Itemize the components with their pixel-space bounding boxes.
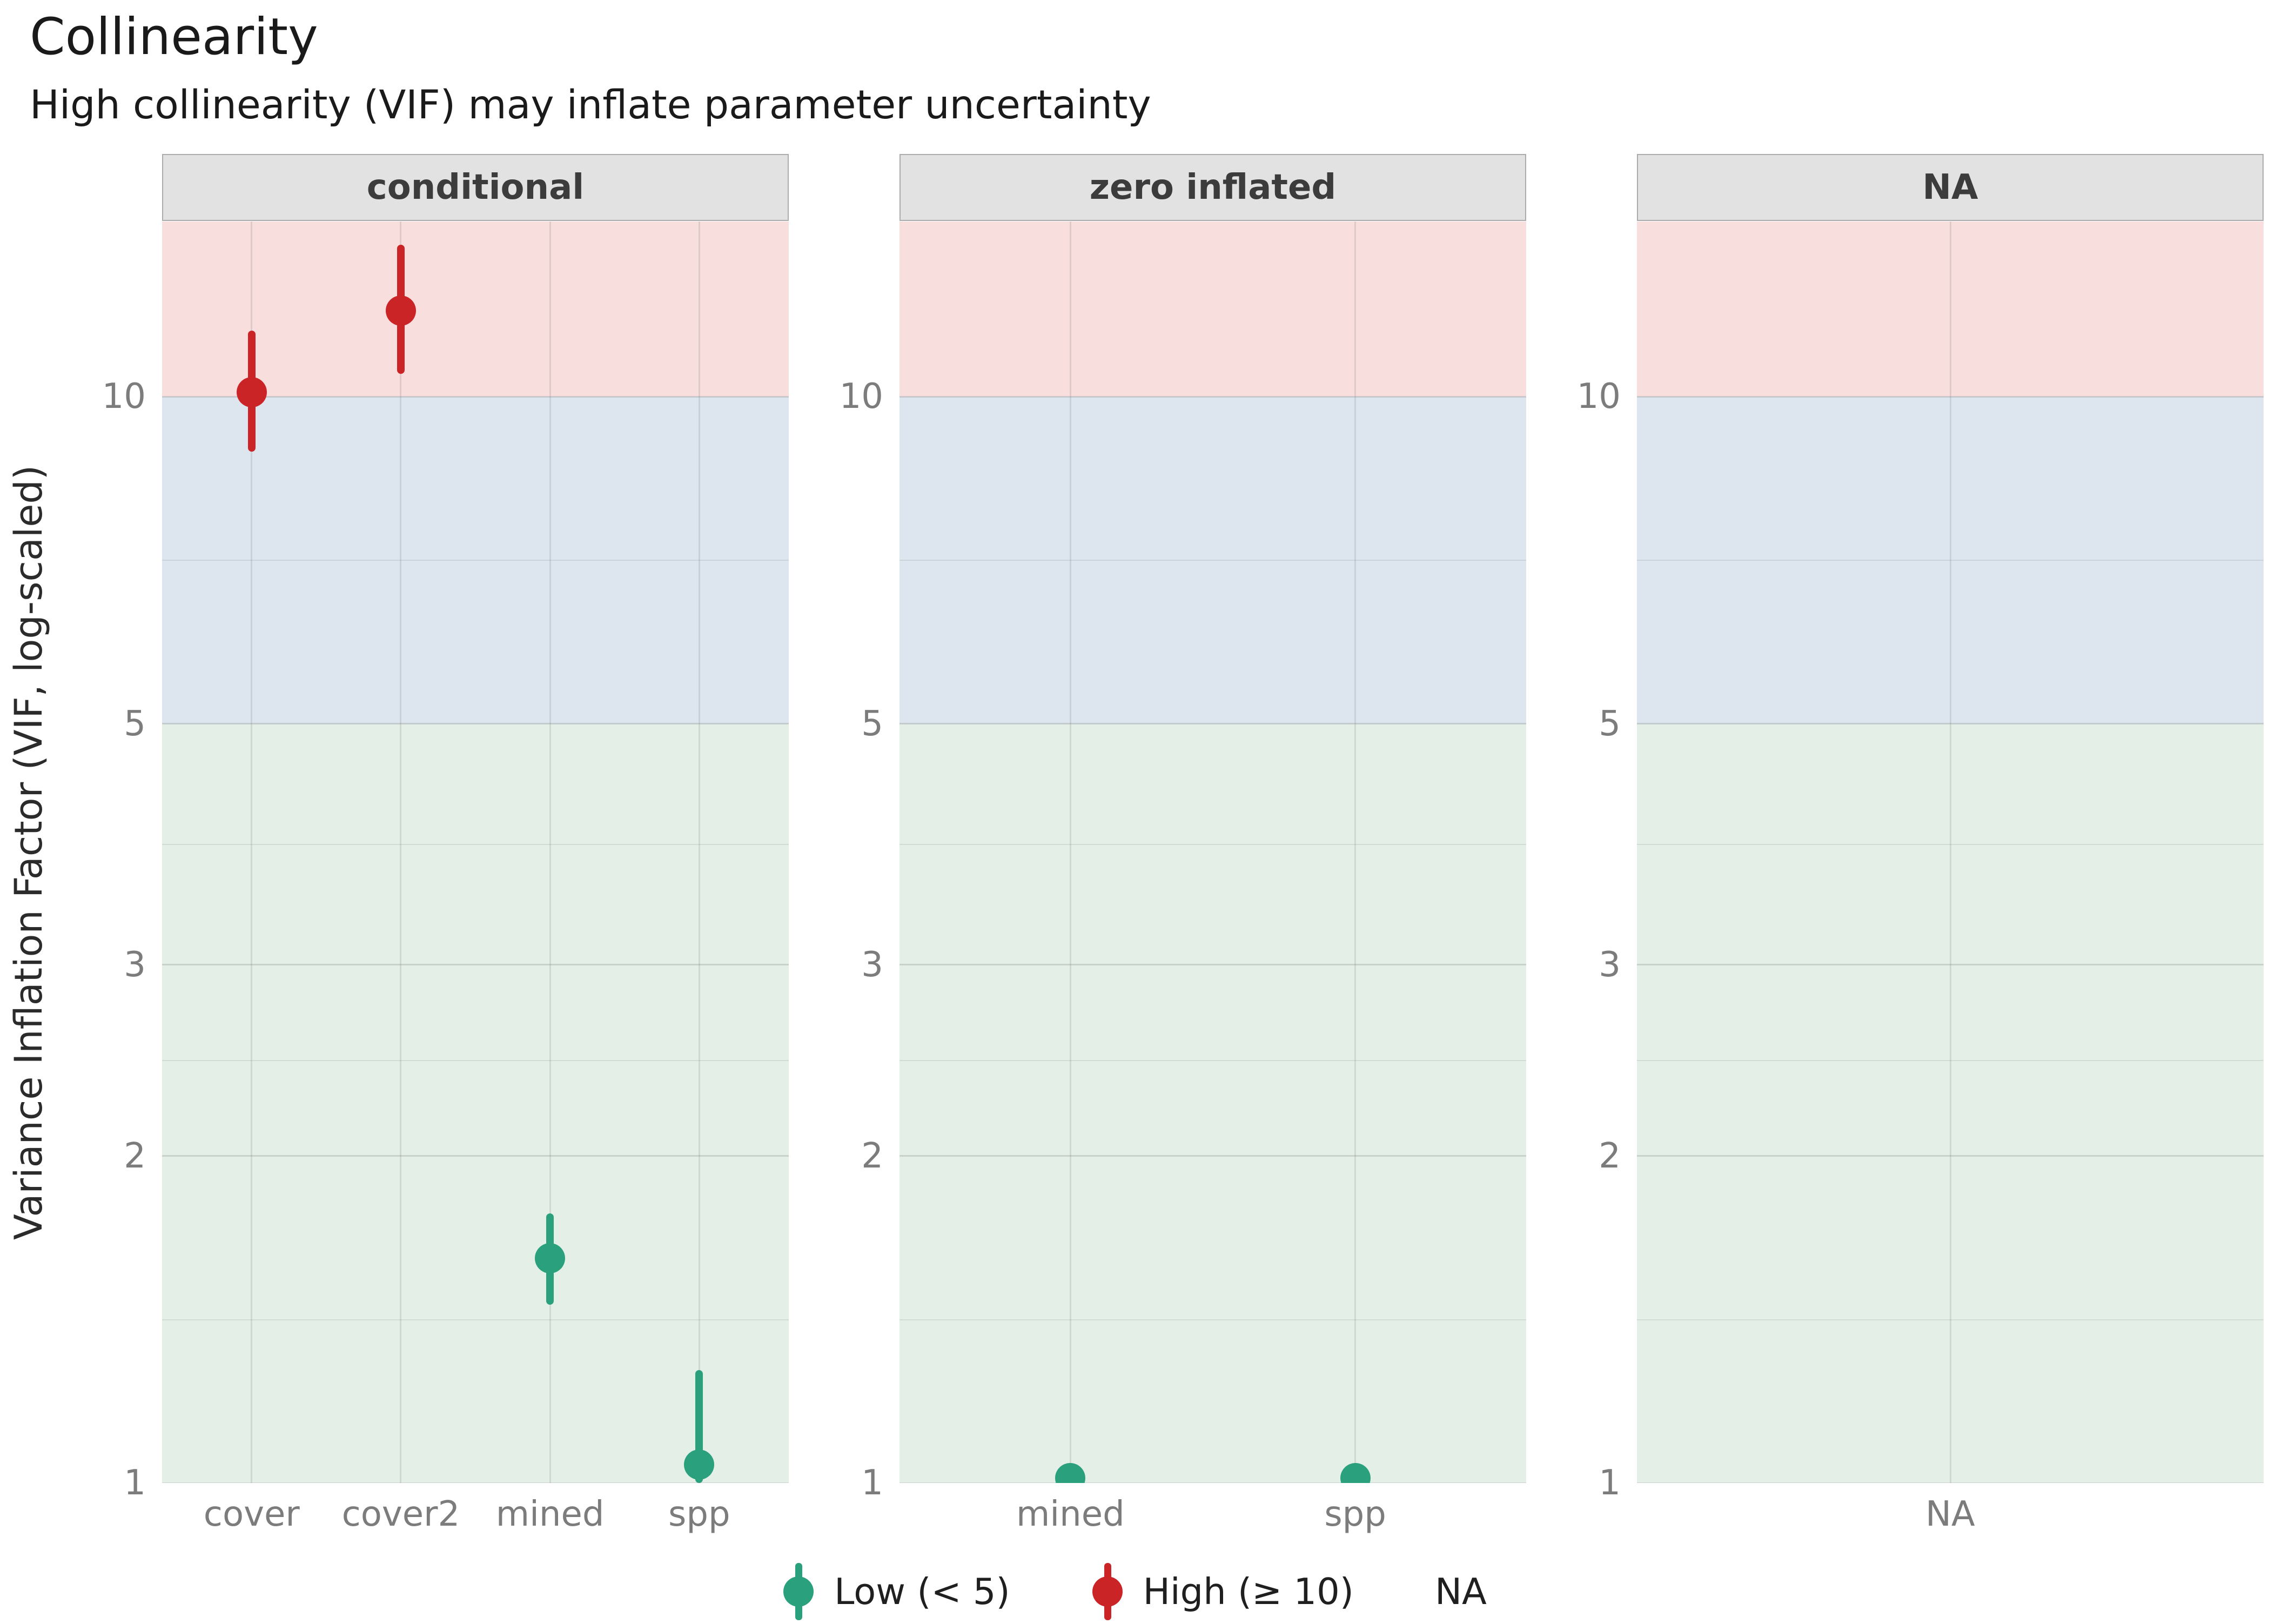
- vif-point-spp: [1340, 1463, 1371, 1483]
- chart-subtitle: High collinearity (VIF) may inflate para…: [30, 82, 1151, 128]
- major-gridline: [899, 964, 1526, 966]
- y-tick-label: 5: [1599, 703, 1621, 744]
- vertical-gridline: [549, 222, 551, 1483]
- band-moderate: [162, 397, 789, 724]
- y-tick-label: 1: [861, 1463, 883, 1503]
- minor-gridline: [162, 560, 789, 561]
- minor-gridline: [162, 1319, 789, 1320]
- vif-point-cover: [236, 377, 267, 407]
- major-gridline: [162, 395, 789, 398]
- y-tick-label: 3: [861, 944, 883, 985]
- legend-item: NA: [1435, 1571, 1487, 1613]
- major-gridline: [1637, 964, 2264, 966]
- y-tick-label: 5: [124, 703, 146, 744]
- vertical-gridline: [400, 222, 402, 1483]
- legend-key-dot: [783, 1576, 814, 1607]
- vertical-gridline: [698, 222, 700, 1483]
- legend-label: NA: [1434, 1571, 1487, 1613]
- chart-title: Collinearity: [30, 8, 318, 66]
- vertical-gridline: [1354, 222, 1357, 1483]
- vertical-gridline: [251, 222, 253, 1483]
- major-gridline: [899, 1155, 1526, 1157]
- minor-gridline: [162, 843, 789, 845]
- y-tick-label: 10: [839, 377, 883, 417]
- facet-strip-2: NA: [1637, 154, 2264, 221]
- band-high: [1637, 222, 2264, 397]
- facet-panel-0: [162, 222, 789, 1483]
- legend-label: Low (< 5): [834, 1571, 1010, 1613]
- y-tick-label: 2: [124, 1136, 146, 1176]
- y-tick-label: 1: [124, 1463, 146, 1503]
- facet-panel-1: [899, 222, 1526, 1483]
- facet-strip-1: zero inflated: [899, 154, 1526, 221]
- band-low: [899, 723, 1526, 1483]
- vif-point-spp: [684, 1449, 715, 1480]
- y-tick-label: 2: [861, 1136, 883, 1176]
- x-tick-label: spp: [668, 1494, 730, 1534]
- band-high: [899, 222, 1526, 397]
- major-gridline: [1637, 1155, 2264, 1157]
- vif-point-mined: [535, 1243, 566, 1274]
- legend-key-dot: [1092, 1576, 1123, 1607]
- major-gridline: [162, 964, 789, 966]
- vif-point-cover2: [385, 296, 416, 326]
- minor-gridline: [1637, 1319, 2264, 1320]
- legend: Low (< 5) High (≥ 10) NA: [0, 1559, 2269, 1624]
- major-gridline: [1637, 1482, 2264, 1483]
- major-gridline: [162, 1482, 789, 1483]
- major-gridline: [899, 395, 1526, 398]
- legend-point-icon: [782, 1560, 815, 1623]
- legend-label: High (≥ 10): [1143, 1571, 1354, 1613]
- y-tick-label: 10: [102, 377, 146, 417]
- y-tick-label: 2: [1599, 1136, 1621, 1176]
- vertical-gridline: [1069, 222, 1071, 1483]
- x-tick-label: mined: [495, 1494, 605, 1534]
- legend-point-icon: [1091, 1560, 1124, 1623]
- facet-strip-0: conditional: [162, 154, 789, 221]
- minor-gridline: [1637, 560, 2264, 561]
- y-tick-label: 3: [124, 944, 146, 985]
- major-gridline: [899, 1482, 1526, 1483]
- minor-gridline: [899, 560, 1526, 561]
- y-tick-label: 1: [1599, 1463, 1621, 1503]
- y-axis-title: Variance Inflation Factor (VIF, log-scal…: [6, 465, 51, 1240]
- band-low: [162, 723, 789, 1483]
- x-tick-label: cover2: [341, 1494, 460, 1534]
- minor-gridline: [162, 1059, 789, 1061]
- x-tick-label: spp: [1324, 1494, 1386, 1534]
- legend-item: High (≥ 10): [1091, 1560, 1354, 1623]
- minor-gridline: [899, 1059, 1526, 1061]
- band-high: [162, 222, 789, 397]
- x-tick-label: mined: [1016, 1494, 1125, 1534]
- x-tick-label: cover: [203, 1494, 300, 1534]
- minor-gridline: [899, 1319, 1526, 1320]
- legend-item: Low (< 5): [782, 1560, 1010, 1623]
- major-gridline: [899, 723, 1526, 725]
- band-moderate: [899, 397, 1526, 724]
- y-tick-label: 10: [1576, 377, 1621, 417]
- minor-gridline: [899, 843, 1526, 845]
- band-moderate: [1637, 397, 2264, 724]
- major-gridline: [1637, 723, 2264, 725]
- facet-panel-2: [1637, 222, 2264, 1483]
- band-low: [1637, 723, 2264, 1483]
- major-gridline: [1637, 395, 2264, 398]
- major-gridline: [162, 723, 789, 725]
- major-gridline: [162, 1155, 789, 1157]
- x-tick-label: NA: [1925, 1494, 1975, 1534]
- minor-gridline: [1637, 843, 2264, 845]
- minor-gridline: [1637, 1059, 2264, 1061]
- y-tick-label: 3: [1599, 944, 1621, 985]
- y-tick-label: 5: [861, 703, 883, 744]
- vertical-gridline: [1949, 222, 1951, 1483]
